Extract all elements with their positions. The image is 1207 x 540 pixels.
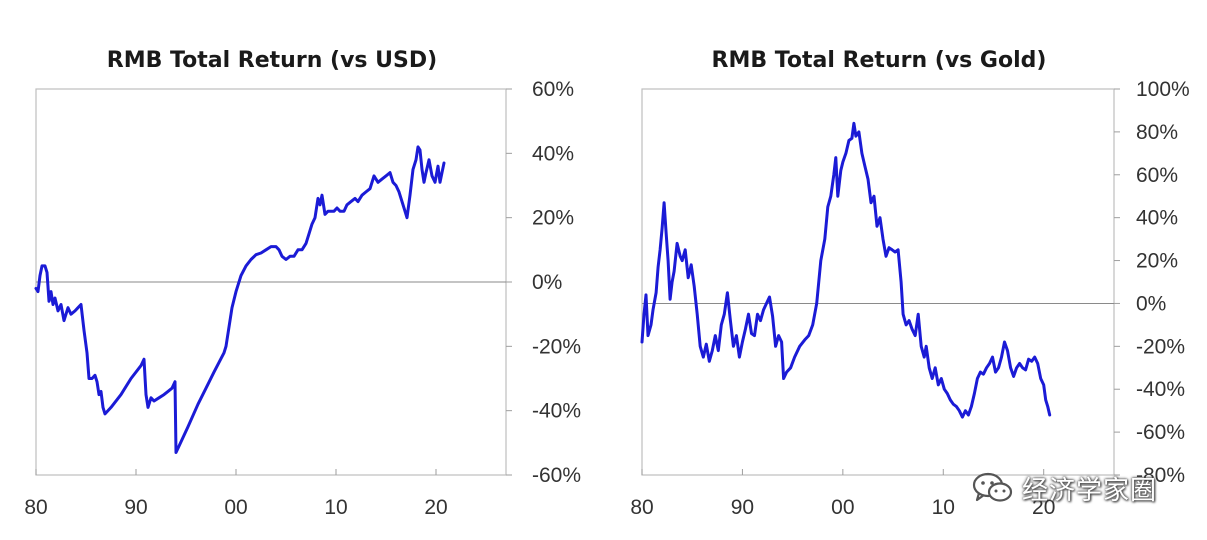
watermark: 经济学家圈 [972, 470, 1157, 506]
y-tick-label: -40% [1136, 378, 1185, 401]
y-tick-label: 0% [1136, 292, 1166, 315]
plot-frame [641, 88, 1115, 476]
x-tick-label: 00 [831, 496, 854, 519]
x-tick-label: 80 [630, 496, 653, 519]
x-tick-label: 20 [1032, 496, 1055, 519]
x-tick-label: 80 [24, 496, 47, 519]
watermark-text: 经济学家圈 [1022, 475, 1158, 506]
x-tick-label: 20 [424, 496, 447, 519]
chart-title: RMB Total Return (vs USD) [107, 48, 437, 73]
y-tick-label: 60% [1136, 164, 1178, 187]
chart-rmb-vs-usd: RMB Total Return (vs USD) 80 90 00 10 20 60% 40… [24, 48, 581, 519]
y-tick-label: -60% [1136, 421, 1185, 444]
y-tick-label: -20% [1136, 335, 1185, 358]
wechat-icon [972, 472, 1013, 502]
y-tick-label: 60% [532, 78, 574, 101]
y-tick-label: 20% [1136, 250, 1178, 273]
y-tick-label: 40% [1136, 207, 1178, 230]
x-tick-label: 00 [224, 496, 247, 519]
y-tick-label: -20% [532, 335, 581, 358]
x-tick-label: 10 [932, 496, 955, 519]
y-tick-label: 40% [532, 142, 574, 165]
y-tick-label: -40% [532, 400, 581, 423]
y-tick-label: 80% [1136, 121, 1178, 144]
x-tick-label: 90 [124, 496, 147, 519]
y-tick-label: 20% [532, 207, 574, 230]
y-tick-label: -60% [532, 464, 581, 487]
chart-rmb-vs-gold: RMB Total Return (vs Gold) 80 90 00 10 20 100%… [630, 48, 1189, 519]
series-line [640, 121, 1052, 419]
x-tick-label: 90 [731, 496, 754, 519]
y-tick-label: -80% [1136, 464, 1185, 487]
x-tick-label: 10 [324, 496, 347, 519]
chart-title: RMB Total Return (vs Gold) [712, 48, 1047, 73]
series-line [34, 145, 446, 454]
y-tick-label: 100% [1136, 78, 1190, 101]
y-tick-label: 0% [532, 271, 562, 294]
